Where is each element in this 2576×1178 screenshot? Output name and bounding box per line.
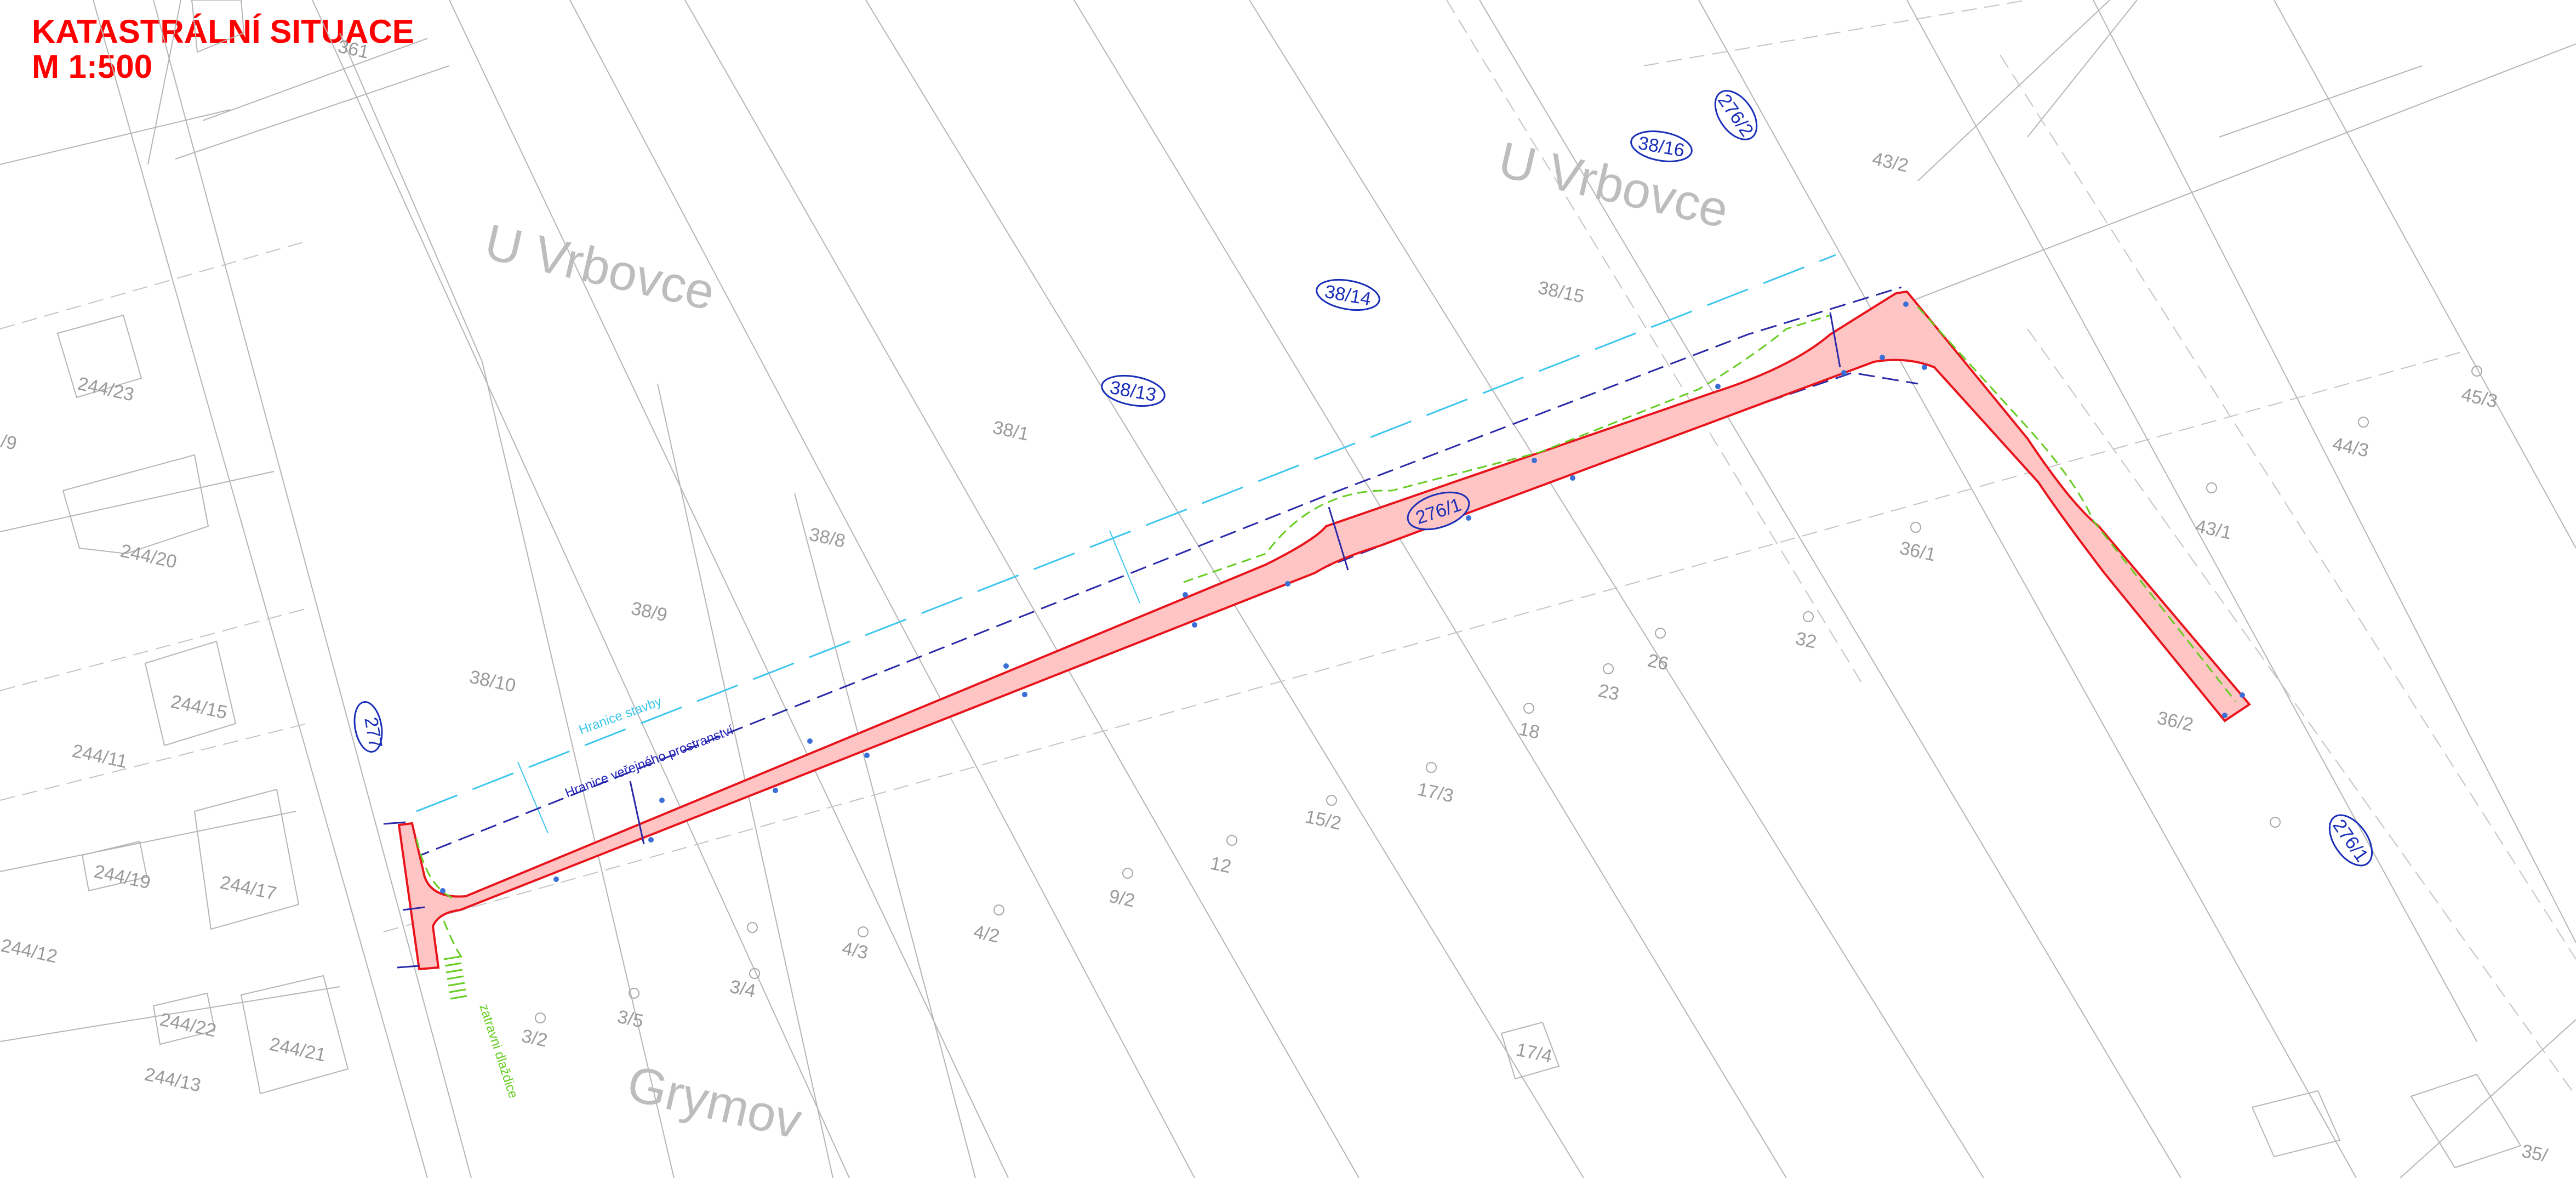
parcel-number: 244/15: [169, 691, 229, 724]
stationing-marks: [440, 301, 2245, 894]
circled-parcel-38-16: 38/16: [1630, 130, 1693, 162]
street-name-grymov: Grymov: [622, 1055, 807, 1149]
parcel-number: 244/23: [76, 373, 136, 406]
circled-parcel-277: 277: [353, 701, 386, 753]
parcel-number: 35/: [2520, 1141, 2550, 1166]
parcel-number: 36/2: [2155, 708, 2195, 736]
parcel-point-markers: [535, 366, 2482, 1023]
circled-parcel-276-2: 276/2: [1713, 90, 1758, 141]
parcel-number: 12: [1208, 853, 1233, 878]
parcel-number: 18: [1517, 719, 1541, 743]
label-zatravni-dlazdice: zatravni dlaždice: [476, 1003, 521, 1100]
parcel-number: 32: [1794, 628, 1818, 653]
parcel-number: 244/20: [118, 540, 179, 573]
parcel-number: 45/3: [2459, 384, 2499, 412]
parcel-number: 244/12: [0, 935, 59, 968]
circled-parcel-38-14: 38/14: [1316, 278, 1380, 311]
parcel-number: 17/4: [1514, 1039, 1554, 1067]
parcel-number: 26: [1646, 650, 1670, 675]
road-width-dimensions: [383, 312, 1841, 969]
green-verge-east: [1917, 306, 2237, 702]
parcel-number: 43/2: [1870, 149, 1910, 177]
road-polygon: [397, 290, 2251, 971]
parcel-number: 3/5: [615, 1006, 645, 1032]
parcel-number: 4/3: [840, 938, 870, 964]
parcel-number: 244/17: [218, 872, 278, 904]
parcel-number: /9: [0, 431, 19, 454]
parcel-number: 9/2: [1107, 886, 1136, 912]
parcel-number: 38/1: [991, 417, 1031, 445]
circled-parcel-276-1-east: 276/1: [2328, 814, 2373, 867]
circled-parcel-label: 276/1: [2328, 816, 2372, 866]
parcel-number: 244/13: [142, 1064, 203, 1096]
parcel-number: 3/4: [728, 976, 757, 1002]
parcel-number: 244/21: [267, 1034, 328, 1066]
parcel-number: 15/2: [1303, 806, 1343, 834]
parcel-number: 38/9: [629, 598, 669, 626]
circled-parcel-38-13: 38/13: [1101, 374, 1166, 407]
green-verge-north: [1183, 314, 1831, 583]
parcel-number: 244/11: [70, 741, 129, 772]
construction-boundary-tick: [1109, 530, 1140, 604]
parcel-number: 23: [1596, 680, 1621, 705]
parcel-number: 244/22: [158, 1009, 218, 1042]
parcel-numbers: 244/23 244/20 244/15 244/11 244/19 244/1…: [0, 36, 2550, 1166]
parcel-number: 38/8: [807, 524, 847, 552]
map-scale: M 1:500: [32, 48, 153, 85]
parcel-number: 38/15: [1536, 277, 1586, 308]
construction-boundary-line: [416, 254, 1836, 812]
parcel-number: 3/2: [519, 1026, 549, 1051]
circled-parcel-label: 277: [360, 715, 386, 749]
parcel-number: 43/1: [2194, 516, 2234, 544]
parcel-number: 17/3: [1415, 779, 1455, 807]
street-name-u-vrbovce-east: U Vrbovce: [1494, 132, 1734, 238]
parcel-number: 361: [336, 36, 370, 63]
construction-boundary-tick: [517, 761, 549, 834]
parcel-number: 4/2: [972, 921, 1001, 947]
dashed-parcel-lines: [0, 0, 2576, 1097]
map-title: KATASTRÁLNÍ SITUACE: [32, 13, 414, 50]
parcel-number: 38/10: [467, 667, 517, 697]
parcel-number: 44/3: [2331, 434, 2371, 462]
street-name-u-vrbovce-west: U Vrbovce: [480, 214, 720, 321]
parcel-number: 36/1: [1898, 538, 1938, 566]
circled-parcel-276-1-mid: 276/1: [1407, 491, 1470, 531]
public-space-boundary: [413, 286, 1902, 859]
green-verge-west: [415, 838, 464, 960]
grass-paver-hatch: [443, 955, 467, 1000]
circled-parcel-label: 276/2: [1713, 90, 1757, 141]
